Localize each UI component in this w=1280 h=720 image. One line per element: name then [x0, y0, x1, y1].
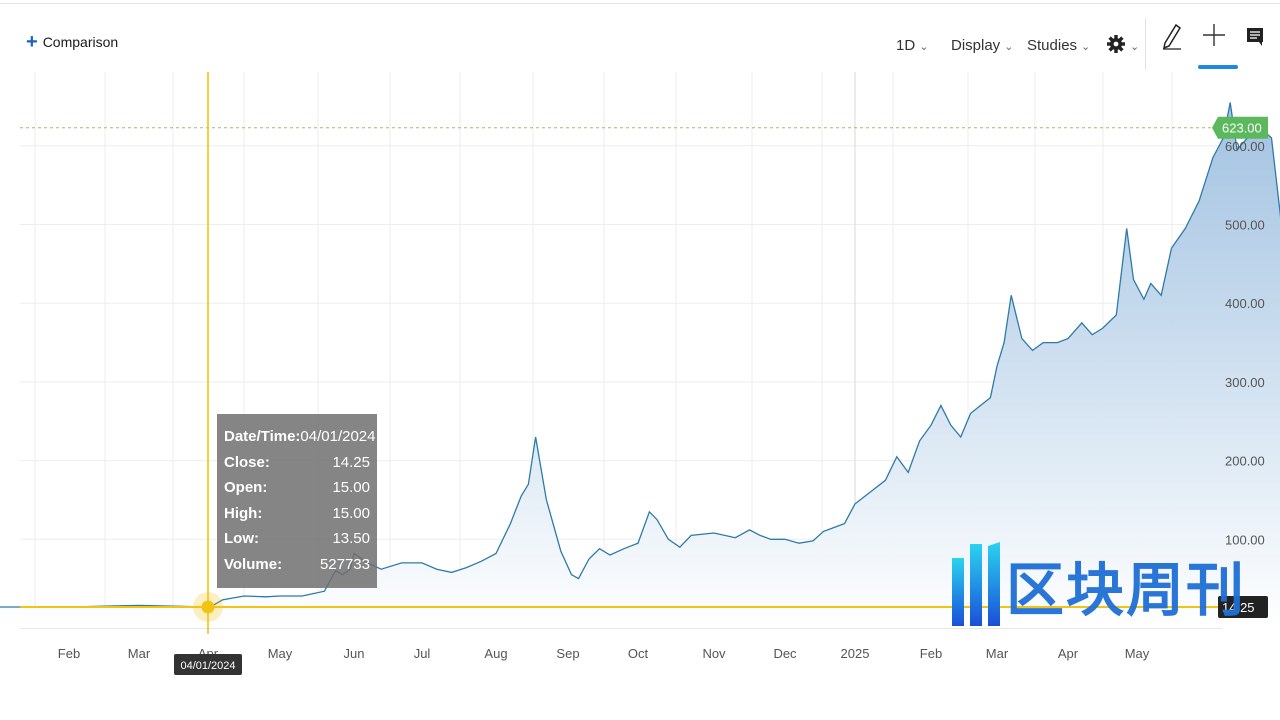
- top-border: [0, 3, 1280, 4]
- studies-label: Studies: [1027, 37, 1078, 54]
- tooltip-key: Low:: [224, 530, 259, 548]
- chevron-down-icon: ⌄: [1081, 41, 1091, 53]
- gear-icon: [1107, 35, 1125, 53]
- tooltip-value: 13.50: [332, 530, 370, 548]
- studies-dropdown[interactable]: Studies ⌄: [1027, 30, 1090, 54]
- x-tick-label: Mar: [128, 646, 151, 661]
- y-tick-label: 400.00: [1225, 296, 1265, 311]
- x-tick-label: Apr: [1058, 646, 1079, 661]
- crosshair-tool-button[interactable]: [1202, 24, 1226, 50]
- y-tick-label: 300.00: [1225, 375, 1265, 390]
- crosshair-point: [201, 600, 215, 614]
- crosshair-date-badge: [174, 654, 242, 675]
- plus-icon: +: [26, 31, 38, 53]
- chevron-down-icon: ⌄: [1004, 41, 1014, 53]
- watermark-text: 区块周刊: [1006, 556, 1247, 624]
- crosshair-icon: [1203, 24, 1225, 46]
- y-axis-labels: 100.00 200.00 300.00 400.00 500.00 600.00: [1225, 139, 1265, 547]
- x-tick-label: May: [1125, 646, 1150, 661]
- tooltip-row: Close: 14.25: [224, 450, 370, 476]
- x-tick-label: Nov: [702, 646, 726, 661]
- tooltip-row: High: 15.00: [224, 501, 370, 527]
- y-tick-label: 500.00: [1225, 218, 1265, 233]
- tooltip-key: Close:: [224, 453, 270, 471]
- last-price-label: 623.00: [1222, 121, 1262, 136]
- chart-toolbar: + Comparison 1D ⌄ Display ⌄ Studies ⌄: [0, 18, 1280, 70]
- tooltip-key: Open:: [224, 479, 268, 497]
- y-tick-label: 200.00: [1225, 454, 1265, 469]
- tooltip-key: High:: [224, 504, 263, 522]
- y-tick-label: 100.00: [1225, 532, 1265, 547]
- tooltip-row: Open: 15.00: [224, 475, 370, 501]
- x-tick-label: Aug: [484, 646, 507, 661]
- active-tool-indicator: [1198, 65, 1238, 69]
- toolbar-divider: [1145, 18, 1146, 70]
- last-price-badge: [1212, 116, 1268, 139]
- current-price-label: 14.25: [1222, 600, 1255, 615]
- tooltip-row: Low: 13.50: [224, 526, 370, 552]
- x-tick-label: Feb: [920, 646, 942, 661]
- chevron-down-icon: ⌄: [919, 41, 929, 53]
- x-tick-label: Jun: [344, 646, 365, 661]
- area-fill: [0, 102, 1280, 628]
- chevron-down-icon: ⌄: [1130, 41, 1140, 53]
- tooltip-value: 14.25: [332, 453, 370, 471]
- tooltip-row: Date/Time: 04/01/2024: [224, 424, 376, 450]
- interval-dropdown[interactable]: 1D ⌄: [896, 30, 928, 54]
- x-tick-label: Sep: [556, 646, 579, 661]
- draw-tool-button[interactable]: [1161, 23, 1183, 50]
- watermark: 区块周刊: [948, 540, 1246, 630]
- x-tick-label: Jul: [414, 646, 431, 661]
- price-line: [0, 102, 1280, 608]
- watermark-logo: [952, 542, 1000, 626]
- interval-label: 1D: [896, 37, 916, 54]
- x-tick-label: Feb: [58, 646, 80, 661]
- data-tooltip: Date/Time: 04/01/2024 Close: 14.25 Open: 15…: [217, 414, 377, 588]
- settings-dropdown[interactable]: ⌄: [1106, 30, 1139, 54]
- tooltip-value: 15.00: [332, 479, 370, 497]
- x-axis-labels: Feb Mar Apr May Jun Jul Aug Sep Oct Nov Dec 2025 Feb…: [58, 646, 1150, 661]
- tooltip-value: 15.00: [332, 504, 370, 522]
- news-icon: [1247, 28, 1263, 46]
- tooltip-value: 04/01/2024: [300, 428, 376, 446]
- display-dropdown[interactable]: Display ⌄: [951, 30, 1013, 54]
- x-tick-label: Oct: [628, 646, 649, 661]
- tooltip-row: Volume: 527733: [224, 552, 370, 578]
- tooltip-value: 527733: [319, 555, 370, 573]
- pencil-icon: [1162, 23, 1181, 50]
- tooltip-key: Volume:: [224, 555, 283, 573]
- x-tick-label: May: [268, 646, 293, 661]
- comparison-label: Comparison: [42, 34, 119, 50]
- display-label: Display: [951, 37, 1001, 54]
- tooltip-key: Date/Time:: [224, 428, 301, 446]
- crosshair-date-label: 04/01/2024: [180, 660, 235, 672]
- news-button[interactable]: [1245, 24, 1265, 48]
- x-tick-label: Dec: [773, 646, 797, 661]
- current-price-badge: [1218, 596, 1268, 618]
- x-tick-label: 2025: [841, 646, 870, 661]
- y-tick-label: 600.00: [1225, 139, 1265, 154]
- x-tick-label: Mar: [986, 646, 1009, 661]
- comparison-button[interactable]: + Comparison: [26, 31, 119, 53]
